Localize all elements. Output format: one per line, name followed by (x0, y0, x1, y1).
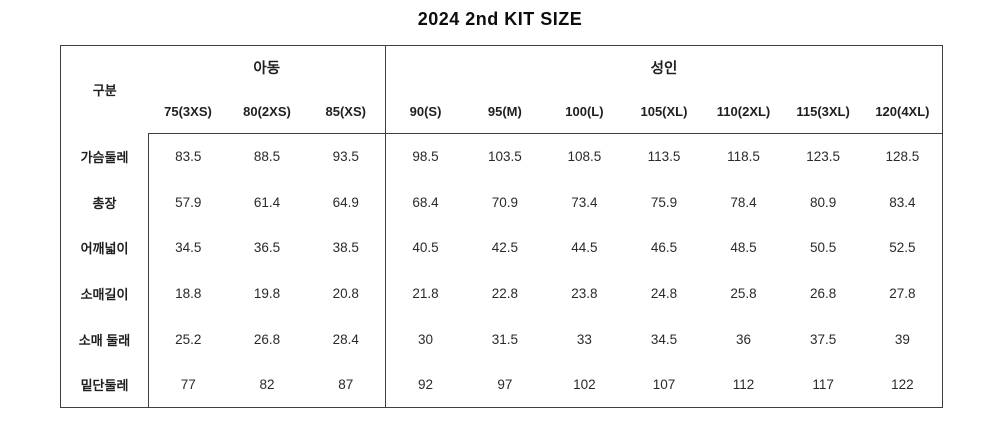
size-value-cell: 25.8 (703, 270, 784, 317)
table-row: 소매길이 18.8 19.8 20.8 21.8 22.8 23.8 24.8 25.8 26.8… (60, 270, 943, 317)
size-column-header: 75(3XS) (148, 89, 228, 134)
size-value-cell: 117 (783, 361, 863, 408)
size-value-cell: 98.5 (385, 133, 466, 180)
size-value-cell: 42.5 (465, 224, 545, 271)
size-value-cell: 23.8 (544, 270, 625, 317)
size-value-cell: 75.9 (624, 179, 704, 225)
size-value-cell: 36.5 (227, 224, 307, 271)
size-value-cell: 93.5 (306, 133, 386, 180)
size-value-cell: 21.8 (385, 270, 466, 317)
size-value-cell: 122 (862, 361, 943, 408)
size-header-row: 75(3XS) 80(2XS) 85(XS) 90(S) 95(M) 100(L) 105(… (61, 89, 943, 134)
row-label: 소매길이 (60, 270, 149, 317)
size-value-cell: 38.5 (306, 224, 386, 271)
size-value-cell: 97 (465, 361, 545, 408)
corner-header-cell: 구분 (60, 45, 149, 134)
size-column-header: 110(2XL) (703, 89, 784, 134)
table-body: 가슴둘레 83.5 88.5 93.5 98.5 103.5 108.5 113.5 118.5… (60, 133, 943, 408)
size-column-header: 115(3XL) (783, 89, 863, 134)
size-value-cell: 128.5 (862, 133, 943, 180)
size-value-cell: 28.4 (306, 316, 386, 362)
size-value-cell: 92 (385, 361, 466, 408)
size-value-cell: 31.5 (465, 316, 545, 362)
table-row: 어깨넓이 34.5 36.5 38.5 40.5 42.5 44.5 46.5 48.5 50.5… (60, 224, 943, 271)
size-value-cell: 19.8 (227, 270, 307, 317)
size-value-cell: 77 (148, 361, 228, 408)
table-row: 소매 둘래 25.2 26.8 28.4 30 31.5 33 34.5 36 37.5 39 (60, 316, 943, 362)
table-row: 가슴둘레 83.5 88.5 93.5 98.5 103.5 108.5 113.5 118.5… (60, 133, 943, 180)
size-value-cell: 103.5 (465, 133, 545, 180)
size-value-cell: 73.4 (544, 179, 625, 225)
size-value-cell: 25.2 (148, 316, 228, 362)
size-value-cell: 37.5 (783, 316, 863, 362)
size-value-cell: 33 (544, 316, 625, 362)
group-header-children: 아동 (148, 45, 386, 90)
size-column-header: 95(M) (465, 89, 545, 134)
size-value-cell: 78.4 (703, 179, 784, 225)
row-label: 밑단둘레 (60, 361, 149, 408)
row-label: 소매 둘래 (60, 316, 149, 362)
size-value-cell: 82 (227, 361, 307, 408)
size-value-cell: 18.8 (148, 270, 228, 317)
row-label: 총장 (60, 179, 149, 225)
size-value-cell: 39 (862, 316, 943, 362)
size-value-cell: 88.5 (227, 133, 307, 180)
size-value-cell: 108.5 (544, 133, 625, 180)
size-value-cell: 118.5 (703, 133, 784, 180)
size-column-header: 105(XL) (624, 89, 704, 134)
size-column-header: 120(4XL) (862, 89, 943, 134)
size-value-cell: 26.8 (227, 316, 307, 362)
size-column-header: 85(XS) (306, 89, 386, 134)
size-value-cell: 64.9 (306, 179, 386, 225)
size-value-cell: 34.5 (624, 316, 704, 362)
size-value-cell: 83.5 (148, 133, 228, 180)
size-value-cell: 70.9 (465, 179, 545, 225)
page-title: 2024 2nd KIT SIZE (417, 9, 583, 29)
size-value-cell: 34.5 (148, 224, 228, 271)
size-value-cell: 83.4 (862, 179, 943, 225)
group-header-row: 구분 아동 성인 (60, 45, 943, 134)
size-value-cell: 26.8 (783, 270, 863, 317)
kit-size-table: 구분 아동 성인 75(3XS) 80(2XS) 85(XS) 90(S) 95(M) 1… (60, 45, 943, 409)
size-value-cell: 30 (385, 316, 466, 362)
size-value-cell: 24.8 (624, 270, 704, 317)
size-value-cell: 123.5 (783, 133, 863, 180)
size-value-cell: 61.4 (227, 179, 307, 225)
size-column-header: 90(S) (385, 89, 466, 134)
size-value-cell: 68.4 (385, 179, 466, 225)
size-value-cell: 22.8 (465, 270, 545, 317)
size-value-cell: 52.5 (862, 224, 943, 271)
size-value-cell: 46.5 (624, 224, 704, 271)
size-column-header: 100(L) (544, 89, 625, 134)
group-header-adult: 성인 (385, 45, 943, 90)
size-value-cell: 113.5 (624, 133, 704, 180)
size-value-cell: 40.5 (385, 224, 466, 271)
row-label: 가슴둘레 (60, 133, 149, 180)
size-value-cell: 20.8 (306, 270, 386, 317)
size-value-cell: 36 (703, 316, 784, 362)
size-value-cell: 80.9 (783, 179, 863, 225)
size-value-cell: 102 (544, 361, 625, 408)
size-value-cell: 87 (306, 361, 386, 408)
size-value-cell: 112 (703, 361, 784, 408)
size-value-cell: 107 (624, 361, 704, 408)
size-value-cell: 57.9 (148, 179, 228, 225)
size-value-cell: 48.5 (703, 224, 784, 271)
size-value-cell: 27.8 (862, 270, 943, 317)
table-row: 총장 57.9 61.4 64.9 68.4 70.9 73.4 75.9 78.4 80.9 83… (60, 179, 943, 225)
size-column-header: 80(2XS) (227, 89, 307, 134)
size-value-cell: 44.5 (544, 224, 625, 271)
row-label: 어깨넓이 (60, 224, 149, 271)
table-row: 밑단둘레 77 82 87 92 97 102 107 112 117 122 (60, 361, 943, 408)
size-value-cell: 50.5 (783, 224, 863, 271)
